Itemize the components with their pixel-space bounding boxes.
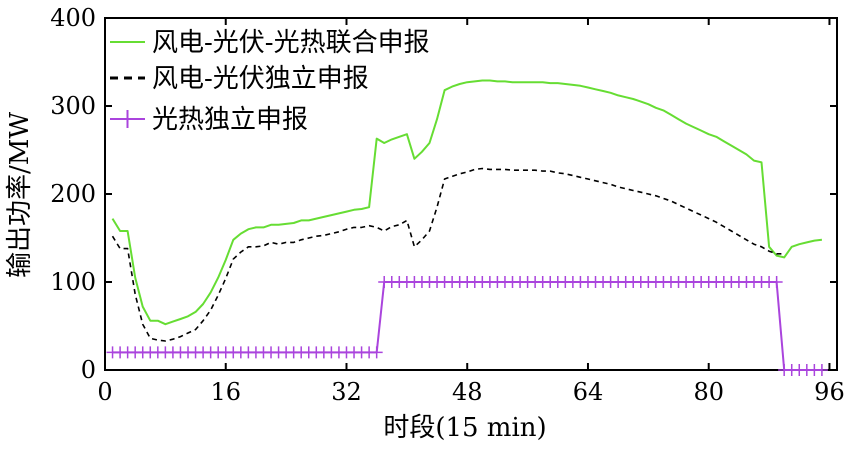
data-point: [815, 364, 828, 376]
x-tick-label: 0: [97, 378, 112, 406]
series-1: [111, 79, 823, 326]
x-tick-label: 64: [573, 378, 604, 406]
series-2: [111, 167, 785, 342]
x-tick-label: 80: [693, 378, 724, 406]
series-line: [111, 167, 785, 342]
y-tick-label: 400: [50, 4, 96, 32]
y-axis-title: 输出功率/MW: [5, 112, 35, 278]
legend-label: 风电-光伏独立申报: [152, 64, 369, 94]
legend-item-2: 风电-光伏独立申报: [110, 64, 369, 94]
series-3: [106, 276, 828, 376]
x-tick-label: 48: [452, 378, 483, 406]
data-point: [370, 346, 383, 359]
legend-item-3: 光热独立申报: [110, 105, 308, 135]
series-line: [111, 79, 823, 326]
legend-item-1: 风电-光伏-光热联合申报: [110, 28, 430, 58]
legend-label: 风电-光伏-光热联合申报: [152, 28, 430, 58]
x-tick-label: 32: [331, 378, 362, 406]
y-tick-label: 100: [50, 268, 96, 296]
x-axis-title: 时段(15 min): [383, 413, 546, 443]
series-group: [106, 79, 828, 376]
y-tick-label: 0: [81, 356, 96, 384]
series-markers: [106, 276, 828, 376]
y-tick-label: 300: [50, 92, 96, 120]
x-tick-label: 96: [814, 378, 845, 406]
data-point: [770, 276, 783, 288]
legend-label: 光热独立申报: [152, 105, 308, 135]
x-tick-label: 16: [210, 378, 241, 406]
y-tick-label: 200: [50, 180, 96, 208]
axes: 0 16 32 48 64 80 96 0 100 200 300 400: [50, 4, 845, 406]
